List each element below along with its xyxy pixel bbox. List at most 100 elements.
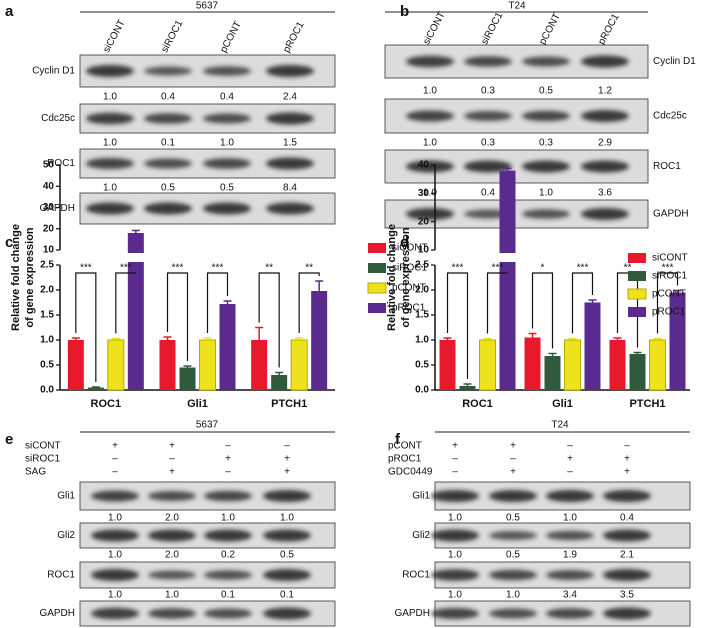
- quant-value: 1.9: [563, 550, 577, 561]
- quant-value: 1.0: [506, 590, 520, 601]
- treatment-sign: –: [567, 441, 573, 452]
- quant-value: 1.0: [221, 513, 235, 524]
- band: [464, 160, 512, 173]
- y-tick-label: 0.0: [415, 385, 429, 396]
- panel-label: d: [400, 234, 409, 251]
- legend-label: siROC1: [652, 271, 687, 282]
- bar: [584, 302, 601, 390]
- treatment-label: pCONT: [388, 441, 422, 452]
- legend-swatch: [368, 303, 386, 313]
- quant-value: 0.5: [280, 550, 294, 561]
- band: [204, 490, 252, 502]
- treatment-sign: +: [284, 454, 290, 465]
- y-tick-label: 2.5: [40, 260, 54, 271]
- quant-value: 1.0: [108, 513, 122, 524]
- protein-label: Gli2: [412, 530, 430, 541]
- panel-label: c: [5, 234, 13, 251]
- treatment-sign: –: [452, 467, 458, 478]
- legend-swatch: [628, 253, 646, 263]
- quant-value: 0.1: [161, 138, 175, 149]
- band: [406, 208, 454, 220]
- significance-stars: ***: [452, 263, 464, 274]
- band: [91, 607, 139, 620]
- quant-value: 1.0: [448, 590, 462, 601]
- x-tick-label: Gli1: [187, 398, 208, 410]
- protein-label: GAPDH: [39, 203, 75, 214]
- protein-label: ROC1: [402, 570, 430, 581]
- quant-value: 1.0: [423, 86, 437, 97]
- bar: [107, 339, 125, 391]
- cell-line: 5637: [196, 420, 219, 431]
- quant-value: 1.0: [220, 138, 234, 149]
- quant-value: 1.0: [103, 138, 117, 149]
- y-tick-label: 1.5: [40, 310, 54, 321]
- y-tick-label: 0.5: [415, 360, 429, 371]
- quant-value: 1.2: [598, 86, 612, 97]
- quant-value: 0.4: [220, 92, 234, 103]
- lane-label: siROC1: [479, 10, 505, 46]
- treatment-sign: +: [284, 467, 290, 478]
- quant-value: 2.9: [598, 138, 612, 149]
- quant-value: 0.1: [280, 590, 294, 601]
- y-tick-label: 0.5: [40, 360, 54, 371]
- significance-bracket: [206, 272, 229, 333]
- band: [86, 158, 134, 169]
- band: [148, 529, 196, 542]
- protein-label: Gli1: [412, 491, 430, 502]
- significance-stars: ***: [492, 263, 504, 274]
- x-tick-label: ROC1: [462, 398, 493, 410]
- band: [489, 490, 537, 502]
- significance-bracket: [75, 272, 97, 382]
- treatment-sign: –: [225, 441, 231, 452]
- quant-value: 0.5: [161, 183, 175, 194]
- band: [203, 113, 251, 124]
- bar: [439, 340, 456, 390]
- quant-value: 0.3: [481, 86, 495, 97]
- x-tick-label: Gli1: [552, 398, 573, 410]
- protein-label: Gli2: [57, 530, 75, 541]
- quant-value: 1.0: [103, 183, 117, 194]
- treatment-sign: +: [112, 441, 118, 452]
- y-tick-label: 40: [43, 181, 55, 192]
- band: [263, 569, 311, 581]
- panel-label: a: [5, 3, 14, 20]
- quant-value: 0.1: [221, 590, 235, 601]
- lane-label: siCONT: [101, 18, 127, 55]
- significance-bracket: [166, 272, 189, 361]
- y-tick-label: 1.5: [415, 310, 429, 321]
- treatment-label: pROC1: [388, 454, 422, 465]
- protein-label: GAPDH: [653, 209, 689, 220]
- bar: [199, 339, 216, 391]
- y-tick-label: 20: [43, 223, 55, 234]
- treatment-label: siROC1: [25, 454, 60, 465]
- quant-value: 1.0: [539, 188, 553, 199]
- legend-swatch: [628, 271, 646, 281]
- bar: [649, 339, 666, 391]
- treatment-sign: –: [624, 441, 630, 452]
- treatment-sign: +: [510, 441, 516, 452]
- band: [144, 113, 192, 124]
- significance-stars: *: [541, 263, 545, 274]
- y-axis-label: Relative fold change: [386, 224, 398, 331]
- band: [431, 490, 479, 502]
- protein-label: Gli1: [57, 491, 75, 502]
- axis-break: [54, 253, 335, 262]
- treatment-label: siCONT: [25, 441, 61, 452]
- protein-label: GAPDH: [394, 608, 430, 619]
- y-tick-label: 2.0: [40, 285, 54, 296]
- cell-line: T24: [508, 1, 526, 12]
- quant-value: 3.6: [598, 188, 612, 199]
- significance-stars: **: [265, 263, 273, 274]
- quant-value: 8.4: [283, 183, 297, 194]
- band: [522, 209, 570, 219]
- legend-label: pCONT: [392, 283, 426, 294]
- quant-value: 0.4: [161, 92, 175, 103]
- bar: [67, 340, 84, 390]
- y-tick-label: 20: [418, 216, 430, 227]
- band: [431, 569, 479, 581]
- y-tick-label: 40: [418, 160, 430, 171]
- protein-label: ROC1: [47, 158, 75, 169]
- band: [489, 531, 537, 540]
- significance-stars: ***: [120, 263, 132, 274]
- treatment-sign: +: [510, 467, 516, 478]
